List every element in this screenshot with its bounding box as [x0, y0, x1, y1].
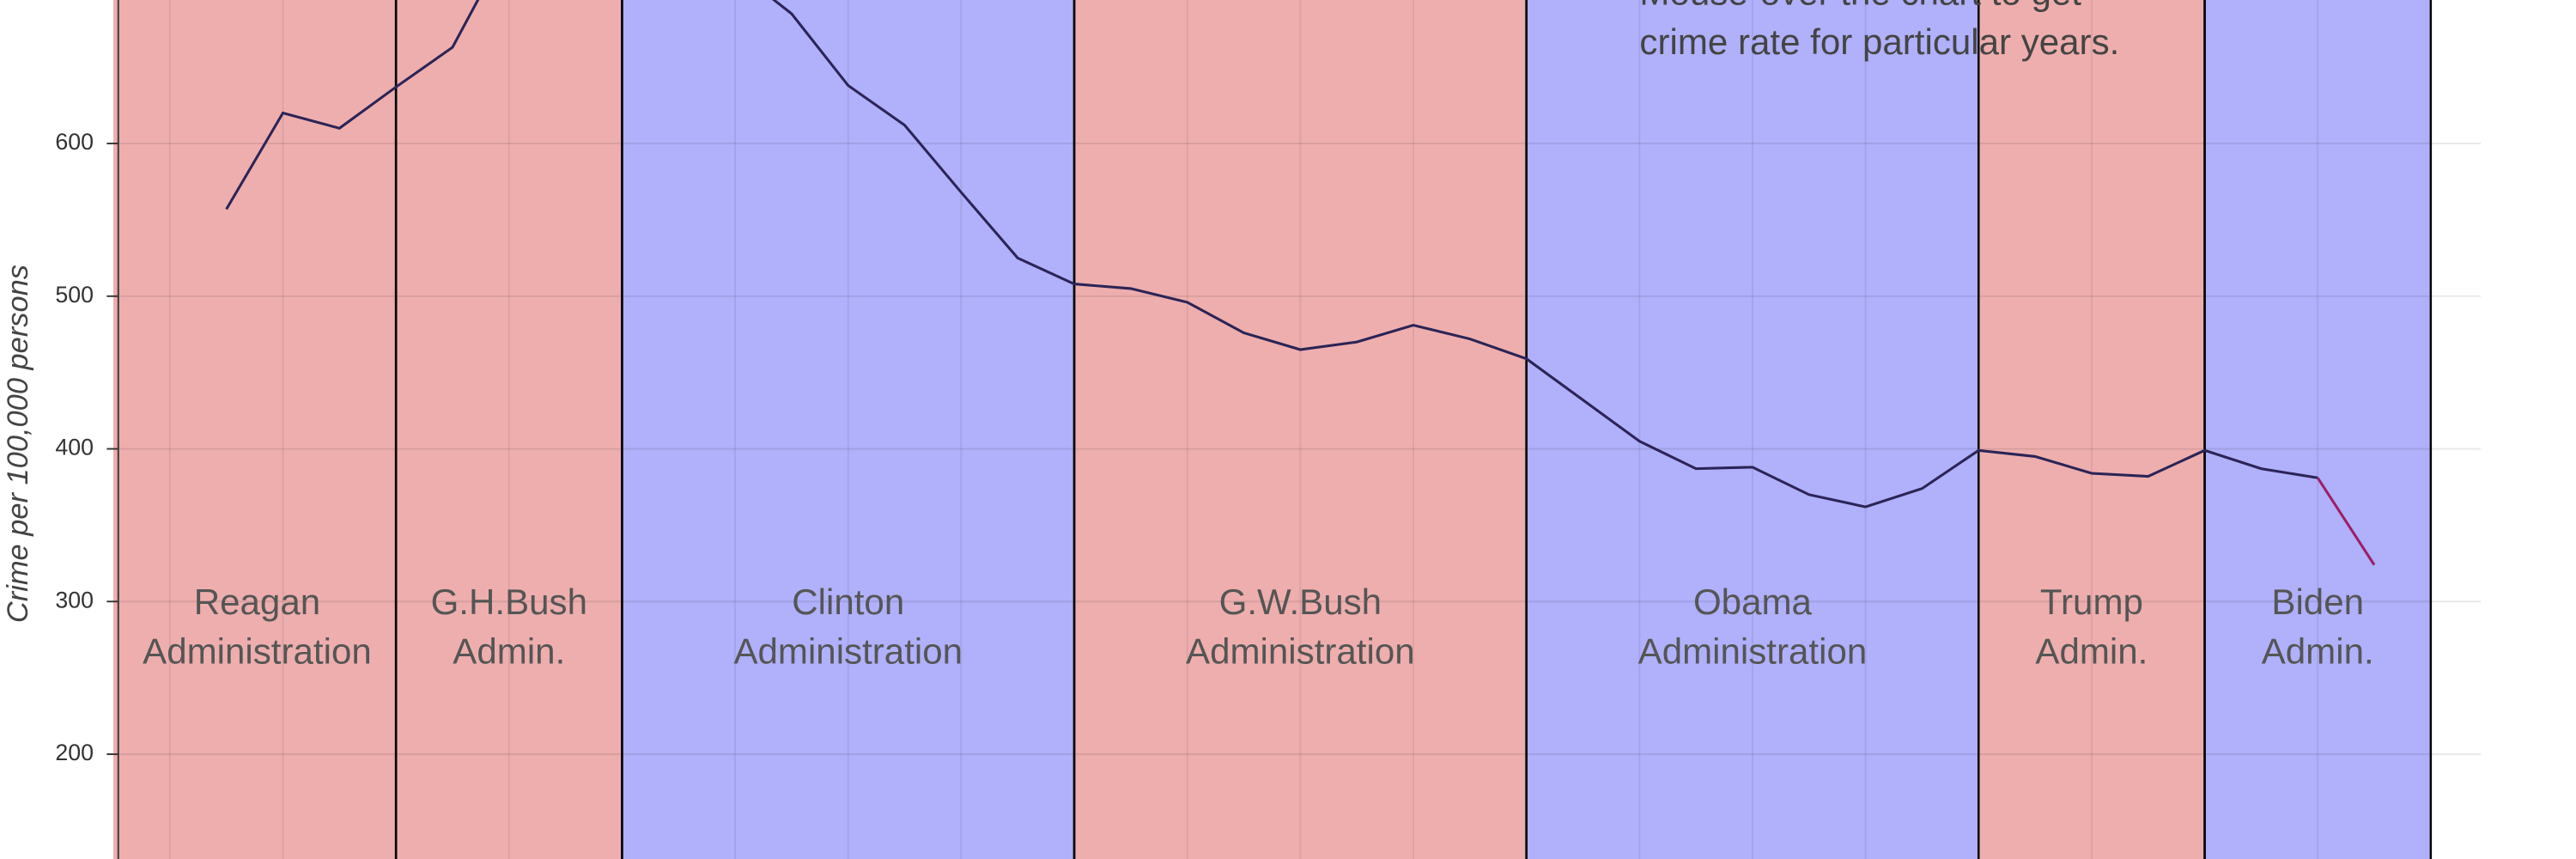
y-tick-label: 400: [55, 435, 94, 460]
data-line: [225, 0, 2318, 509]
administration-label: Reagan: [194, 582, 320, 622]
administration-label: Admin.: [2035, 631, 2148, 672]
annotation: crime rate for particular years.: [1639, 21, 2119, 62]
lines: [225, 0, 2376, 566]
administration-region: [622, 0, 1075, 859]
administration-label: Clinton: [792, 582, 904, 622]
administration-region: [1978, 0, 2205, 859]
administration-label: Biden: [2271, 582, 2364, 622]
boundaries: [394, 0, 2433, 859]
y-tick-label: 300: [55, 587, 94, 612]
y-axis-label: Crime per 100,000 persons: [2, 265, 34, 623]
data-line: [2316, 477, 2376, 566]
administration-label: Admin.: [453, 631, 565, 672]
labels: Reagan Administration G.H.Bush Admin. Clinto…: [143, 582, 2374, 671]
administration-label: Trump: [2040, 582, 2143, 622]
y-tick-label: 500: [55, 282, 94, 308]
regions: [113, 0, 2431, 859]
administration-label: Administration: [733, 631, 963, 672]
administration-region: [113, 0, 397, 859]
y-tick-label: 200: [55, 740, 94, 765]
administration-label: Admin.: [2262, 631, 2374, 672]
administration-label: Administration: [1638, 631, 1868, 672]
administration-region: [1074, 0, 1527, 859]
administration-region: [396, 0, 623, 859]
administration-region: [1526, 0, 1979, 859]
y-axis: 200 300 400 500 600: [55, 0, 119, 859]
annotation: Mouse-over the chart to get: [1639, 0, 2081, 12]
administration-region: [2204, 0, 2431, 859]
administration-label: G.H.Bush: [431, 582, 587, 622]
administration-label: Administration: [143, 631, 372, 672]
administration-label: Administration: [1186, 631, 1415, 672]
administration-label: Obama: [1693, 582, 1813, 622]
administration-label: G.W.Bush: [1219, 582, 1382, 622]
y-tick-label: 600: [55, 129, 94, 155]
